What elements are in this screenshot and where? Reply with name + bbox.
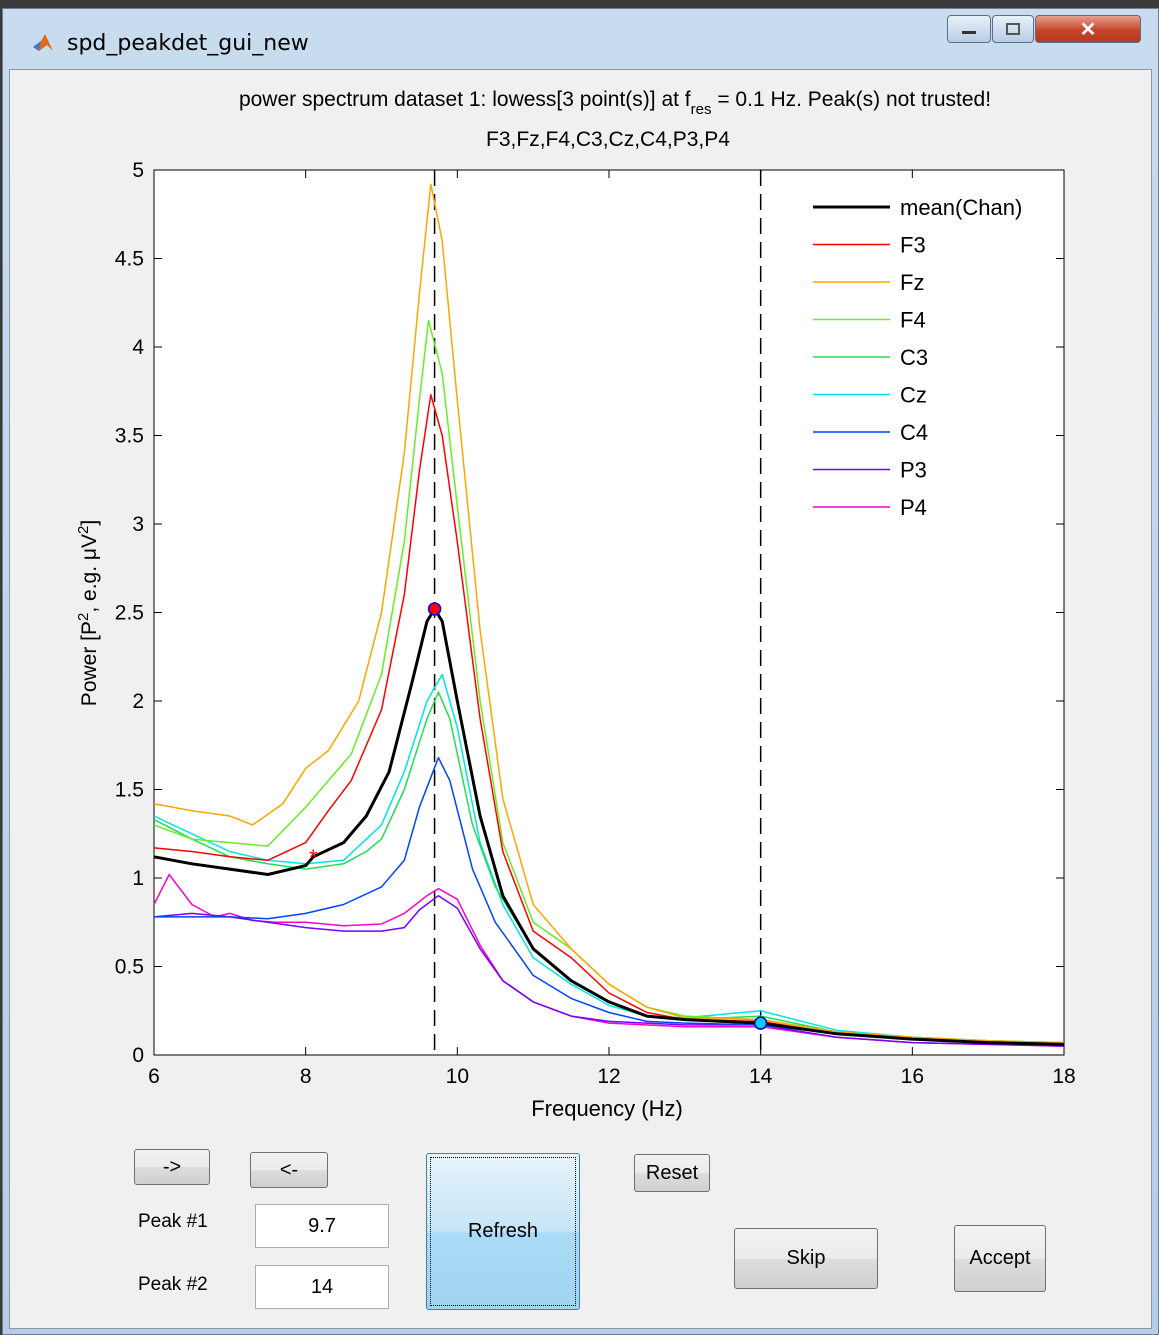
skip-button[interactable]: Skip (734, 1228, 878, 1289)
y-tick-label: 3.5 (115, 425, 144, 448)
y-axis-ticks: 0 0.5 1 1.5 2 2.5 3 3.5 4 4.5 5 (115, 159, 1064, 1067)
peak-markers: * (309, 602, 768, 1030)
x-tick-label: 14 (749, 1065, 773, 1088)
y-tick-label: 2.5 (115, 602, 144, 625)
x-tick-label: 16 (901, 1065, 924, 1088)
x-tick-label: 8 (300, 1065, 312, 1088)
legend-label: Cz (900, 383, 927, 408)
legend-label: C3 (900, 345, 928, 370)
legend-label: mean(Chan) (900, 195, 1022, 220)
y-tick-label: 3 (132, 513, 144, 536)
title-bar[interactable]: spd_peakdet_gui_new ✕ (3, 9, 1158, 73)
x-tick-label: 12 (597, 1065, 620, 1088)
window-title: spd_peakdet_gui_new (67, 31, 309, 56)
spectrum-plot[interactable]: power spectrum dataset 1: lowess[3 point… (10, 70, 1153, 1170)
peak2-input[interactable]: 14 (255, 1265, 389, 1309)
series-line-mean-chan- (153, 607, 1065, 1046)
series-line-fz (153, 183, 1065, 1044)
legend-label: P4 (900, 495, 927, 520)
legend-label: C4 (900, 420, 928, 445)
next-button[interactable]: -> (134, 1149, 210, 1185)
y-tick-label: 5 (132, 159, 144, 182)
peak-circle-marker (753, 1016, 768, 1030)
legend-label: F4 (900, 308, 926, 333)
x-axis-ticks: 6 8 10 12 14 16 18 (148, 170, 1076, 1088)
figure-area: power spectrum dataset 1: lowess[3 point… (9, 69, 1152, 1329)
plot-title-line1: power spectrum dataset 1: lowess[3 point… (239, 88, 991, 118)
legend-label: Fz (900, 270, 924, 295)
minimize-button[interactable] (947, 15, 991, 43)
series-line-cz (153, 673, 1065, 1044)
reset-button[interactable]: Reset (634, 1154, 710, 1192)
series-line-p3 (153, 894, 1065, 1047)
maximize-icon (1006, 23, 1020, 35)
refresh-label: Refresh (467, 1220, 539, 1242)
x-tick-label: 18 (1052, 1065, 1075, 1088)
y-tick-label: 1 (132, 867, 144, 890)
peak-star-marker: * (309, 845, 318, 870)
accept-button[interactable]: Accept (954, 1225, 1046, 1292)
matlab-icon (33, 34, 53, 51)
minimize-icon (962, 31, 976, 34)
y-axis-label: Power [P2, e.g. μV2] (75, 520, 101, 706)
y-tick-label: 4.5 (115, 248, 144, 271)
x-tick-label: 6 (148, 1065, 160, 1088)
refresh-button[interactable]: Refresh (426, 1153, 580, 1310)
peak1-input[interactable]: 9.7 (255, 1204, 389, 1248)
close-icon: ✕ (1079, 19, 1097, 41)
legend: mean(Chan) F3 Fz F4 C3 Cz C4 P3 P4 (813, 195, 1022, 520)
x-tick-label: 10 (446, 1065, 469, 1088)
y-tick-label: 4 (132, 336, 144, 359)
close-button[interactable]: ✕ (1035, 15, 1141, 43)
y-tick-label: 0 (132, 1044, 144, 1067)
y-tick-label: 1.5 (115, 779, 144, 802)
y-tick-label: 2 (132, 690, 144, 713)
app-window: spd_peakdet_gui_new ✕ power spectrum dat… (2, 8, 1159, 1335)
legend-label: F3 (900, 233, 926, 258)
peak1-label: Peak #1 (138, 1211, 208, 1232)
y-tick-label: 0.5 (115, 956, 144, 979)
legend-label: P3 (900, 458, 927, 483)
plot-title-line2: F3,Fz,F4,C3,Cz,C4,P3,P4 (486, 128, 730, 151)
x-axis-label: Frequency (Hz) (531, 1096, 683, 1121)
peak-circle-marker (427, 602, 442, 616)
prev-button[interactable]: <- (250, 1152, 328, 1188)
maximize-button[interactable] (992, 15, 1034, 43)
peak2-label: Peak #2 (138, 1274, 208, 1295)
